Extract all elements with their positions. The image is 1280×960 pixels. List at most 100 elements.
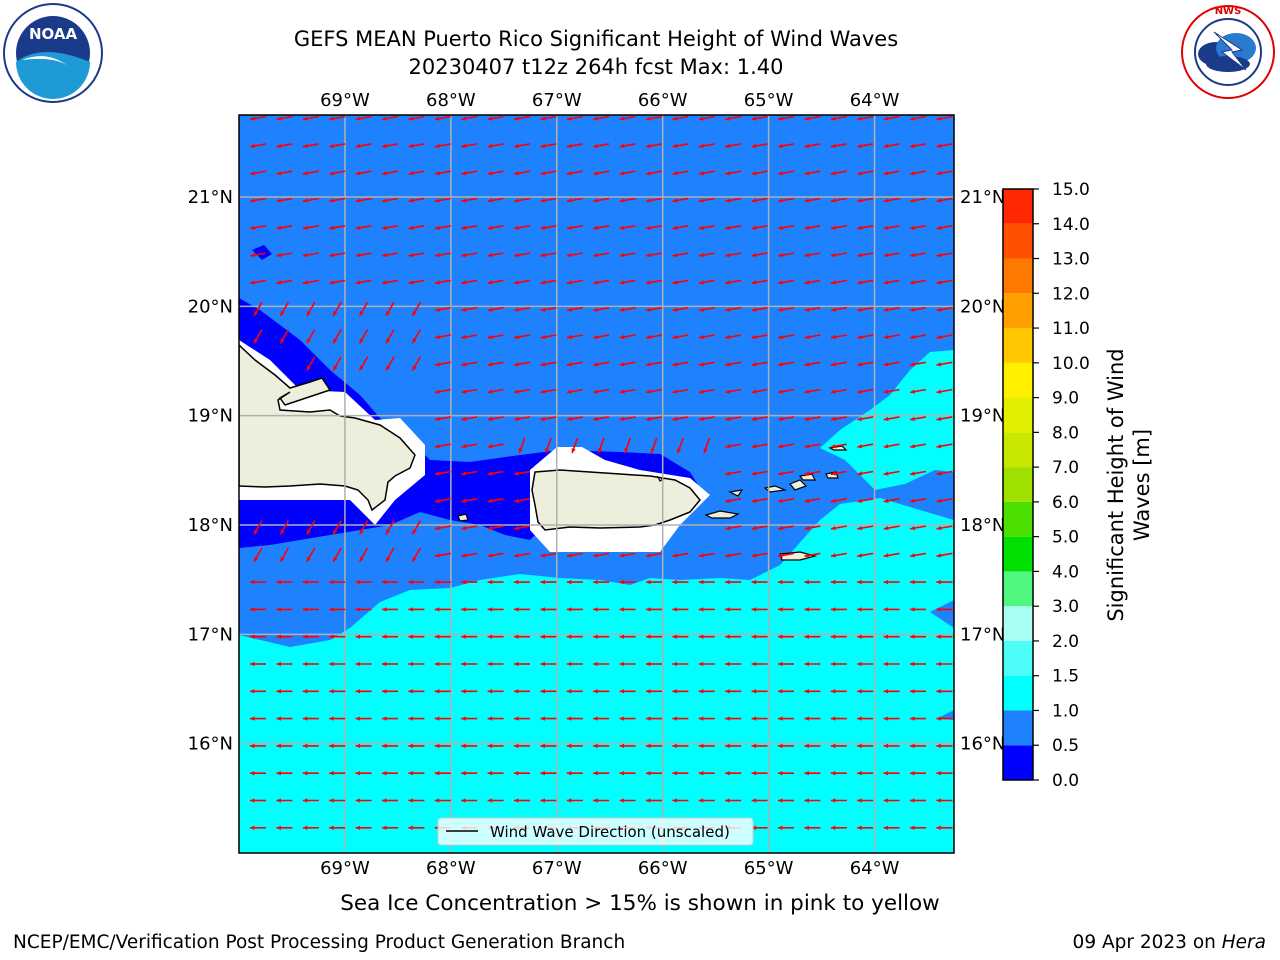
wave-arrow-icon xyxy=(804,115,821,121)
wave-arrow-icon xyxy=(276,716,293,721)
lat-label-left: 18°N xyxy=(188,515,233,536)
wave-arrow-icon xyxy=(514,661,530,667)
wave-arrow-icon xyxy=(513,115,531,121)
wave-arrow-icon xyxy=(332,301,342,317)
wave-arrow-icon xyxy=(698,197,715,203)
wave-arrow-icon xyxy=(355,279,372,285)
wave-arrow-icon xyxy=(619,143,636,149)
wave-arrow-icon xyxy=(382,661,398,667)
wave-arrow-icon xyxy=(253,520,263,535)
wave-arrow-icon xyxy=(883,825,900,830)
wave-arrow-icon xyxy=(487,170,504,176)
wave-arrow-icon xyxy=(540,143,557,149)
wave-arrow-icon xyxy=(778,798,794,803)
wave-arrow-icon xyxy=(830,498,847,503)
wave-arrow-icon xyxy=(830,579,847,585)
wave-arrow-icon xyxy=(461,689,478,694)
wave-arrow-icon xyxy=(461,279,478,285)
colorbar-tick-label: 11.0 xyxy=(1052,319,1090,339)
wave-arrow-icon xyxy=(804,798,821,803)
wave-arrow-icon xyxy=(751,743,768,749)
wave-arrow-icon xyxy=(358,329,369,344)
wave-arrow-icon xyxy=(306,520,316,535)
wave-arrow-icon xyxy=(804,470,821,476)
wave-arrow-icon xyxy=(830,279,847,285)
wave-arrow-icon xyxy=(302,634,319,639)
wave-arrow-icon xyxy=(355,252,372,258)
wave-arrow-icon xyxy=(725,716,742,721)
wave-arrow-icon xyxy=(910,607,926,612)
wave-arrow-icon xyxy=(936,552,953,558)
wave-arrow-icon xyxy=(461,470,478,476)
lat-label-left: 16°N xyxy=(188,734,233,755)
wave-arrow-icon xyxy=(513,498,531,503)
wave-arrow-icon xyxy=(355,197,372,203)
wave-arrow-icon xyxy=(249,279,267,285)
wave-arrow-icon xyxy=(279,329,290,344)
wave-arrow-icon xyxy=(434,798,451,803)
wave-arrow-icon xyxy=(830,552,847,558)
wave-arrow-icon xyxy=(725,306,742,312)
wave-arrow-icon xyxy=(250,798,266,803)
wave-arrow-icon xyxy=(883,689,900,694)
wave-arrow-icon xyxy=(593,225,610,230)
wave-arrow-icon xyxy=(857,470,874,476)
wave-arrow-icon xyxy=(883,225,900,230)
wave-arrow-icon xyxy=(751,225,768,230)
wave-arrow-icon xyxy=(276,225,293,230)
wave-arrow-icon xyxy=(672,716,689,721)
wave-arrow-icon xyxy=(830,825,847,830)
wave-arrow-icon xyxy=(513,416,531,422)
wave-arrow-icon xyxy=(566,225,583,230)
wave-arrow-icon xyxy=(619,689,636,694)
wave-arrow-icon xyxy=(883,197,900,203)
wave-arrow-icon xyxy=(645,279,663,285)
wave-arrow-icon xyxy=(646,607,662,612)
wave-arrow-icon xyxy=(566,743,583,749)
wave-arrow-icon xyxy=(329,252,346,258)
wave-arrow-icon xyxy=(725,252,742,258)
wave-arrow-icon xyxy=(619,388,636,394)
wave-arrow-icon xyxy=(566,607,583,612)
wave-arrow-icon xyxy=(434,498,451,503)
wave-arrow-icon xyxy=(355,825,372,830)
wave-arrow-icon xyxy=(566,661,583,667)
wave-arrow-icon xyxy=(461,197,478,203)
wave-arrow-icon xyxy=(434,279,451,285)
wave-arrow-icon xyxy=(329,170,346,176)
wave-arrow-icon xyxy=(751,689,768,694)
wave-arrow-icon xyxy=(936,334,953,340)
wave-arrow-icon xyxy=(302,115,319,121)
lon-label-bottom: 68°W xyxy=(426,858,476,879)
wave-arrow-icon xyxy=(250,607,266,612)
wave-arrow-icon xyxy=(725,334,742,340)
wave-arrow-icon xyxy=(804,579,821,585)
wave-arrow-icon xyxy=(540,306,557,312)
wave-arrow-icon xyxy=(830,716,847,721)
wave-arrow-icon xyxy=(487,716,504,721)
footer-host: Hera xyxy=(1221,932,1266,953)
lat-label-right: 18°N xyxy=(960,515,1005,536)
wave-arrow-icon xyxy=(329,689,346,694)
wave-arrow-icon xyxy=(566,388,583,394)
wave-arrow-icon xyxy=(725,771,742,776)
wave-arrow-icon xyxy=(302,661,319,667)
wave-arrow-icon xyxy=(909,252,927,258)
sea-ice-note: Sea Ice Concentration > 15% is shown in … xyxy=(340,891,940,916)
wave-arrow-icon xyxy=(329,771,346,776)
wave-arrow-icon xyxy=(725,361,742,367)
wave-arrow-icon xyxy=(804,771,821,776)
svg-text:NWS: NWS xyxy=(1215,6,1242,17)
wave-arrow-icon xyxy=(593,579,610,585)
wave-arrow-icon xyxy=(487,143,504,149)
legend-label: Wind Wave Direction (unscaled) xyxy=(490,823,730,841)
wave-arrow-icon xyxy=(434,197,451,203)
wave-arrow-icon xyxy=(909,197,927,203)
wave-arrow-icon xyxy=(411,329,422,344)
wave-arrow-icon xyxy=(698,579,715,585)
wave-arrow-icon xyxy=(540,115,557,121)
wave-arrow-icon xyxy=(910,689,926,694)
wave-arrow-icon xyxy=(540,197,557,203)
wave-arrow-icon xyxy=(513,306,531,312)
wave-arrow-icon xyxy=(909,334,927,340)
